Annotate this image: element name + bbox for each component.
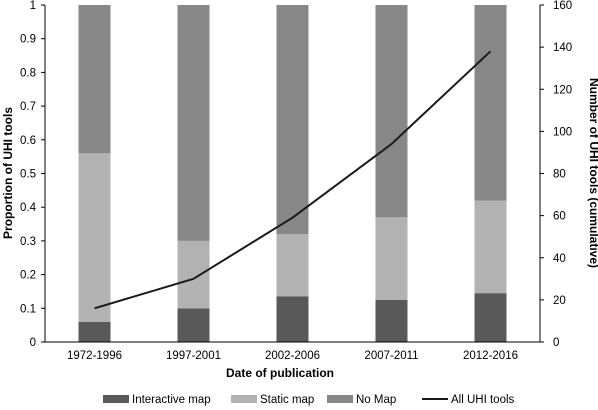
bar-segment-interactive-map-4 <box>375 299 408 342</box>
bar-segment-static-map-2 <box>177 240 210 309</box>
x-axis: 1972-1996 1997-2001 2002-2006 2007-2011 2012… <box>45 341 540 362</box>
right-tick-label: 0 <box>553 337 559 349</box>
right-axis: 0 20 40 60 80 100 120 140 160 <box>539 0 572 349</box>
left-tick-label: 0.6 <box>20 135 36 147</box>
right-tick-label: 80 <box>553 169 566 181</box>
bar-segment-no-map-3 <box>276 5 309 235</box>
bar-segment-interactive-map-5 <box>474 293 507 342</box>
legend-swatch-interactive-map <box>103 395 129 403</box>
left-tick-label: 0.5 <box>20 169 36 181</box>
left-tick-label: 0.9 <box>20 34 36 46</box>
right-tick-label: 20 <box>553 295 566 307</box>
legend-label: All UHI tools <box>451 394 515 406</box>
legend-label: No Map <box>356 394 396 406</box>
bar-segment-no-map-1 <box>78 5 111 154</box>
bar-segment-static-map-1 <box>78 153 111 322</box>
x-tick-label: 2007-2011 <box>364 350 418 362</box>
legend-label: Static map <box>260 394 314 406</box>
bar-segment-static-map-5 <box>474 200 507 294</box>
bar-segment-no-map-2 <box>177 5 210 241</box>
left-tick-label: 0.1 <box>20 303 36 315</box>
legend-swatch-static-map <box>231 395 257 403</box>
legend-swatch-no-map <box>327 395 353 403</box>
left-tick-label: 0.3 <box>20 236 36 248</box>
bar-segment-static-map-4 <box>375 217 408 300</box>
right-tick-label: 140 <box>553 42 572 54</box>
left-tick-label: 0.2 <box>20 270 36 282</box>
bar-segment-interactive-map-3 <box>276 296 309 342</box>
line-all-uhi-tools <box>94 50 492 310</box>
left-tick-label: 0 <box>30 337 36 349</box>
bar-segment-no-map-5 <box>474 5 507 201</box>
x-tick-label: 1997-2001 <box>166 350 221 362</box>
right-tick-label: 60 <box>553 211 566 223</box>
bar-segment-static-map-3 <box>276 234 309 297</box>
bar-segment-interactive-map-1 <box>78 321 111 342</box>
left-axis: 0 0.1 0.2 0.3 0.4 0.5 0.6 0.7 0.8 0.9 1 <box>20 0 46 349</box>
right-tick-label: 100 <box>553 126 572 138</box>
left-tick-label: 0.8 <box>20 67 36 79</box>
x-tick-label: 1972-1996 <box>67 350 122 362</box>
bar-segment-interactive-map-2 <box>177 308 210 342</box>
right-tick-label: 160 <box>553 0 572 12</box>
line-layer <box>94 50 492 310</box>
x-tick-label: 2012-2016 <box>463 350 518 362</box>
right-tick-label: 40 <box>553 253 566 265</box>
left-tick-label: 1 <box>30 0 36 12</box>
y2-axis-title: Number of UHI tools (cumulative) <box>587 78 598 268</box>
legend: Interactive map Static map No Map All UHI t… <box>103 394 515 406</box>
right-tick-label: 120 <box>553 84 572 96</box>
bars-layer <box>78 5 507 342</box>
legend-label: Interactive map <box>132 394 211 406</box>
y-axis-title: Proportion of UHI tools <box>1 107 15 239</box>
x-tick-label: 2002-2006 <box>265 350 320 362</box>
x-axis-title: Date of publication <box>226 366 334 380</box>
left-tick-label: 0.4 <box>20 202 37 214</box>
left-tick-label: 0.7 <box>20 101 36 113</box>
bar-segment-no-map-4 <box>375 5 408 218</box>
